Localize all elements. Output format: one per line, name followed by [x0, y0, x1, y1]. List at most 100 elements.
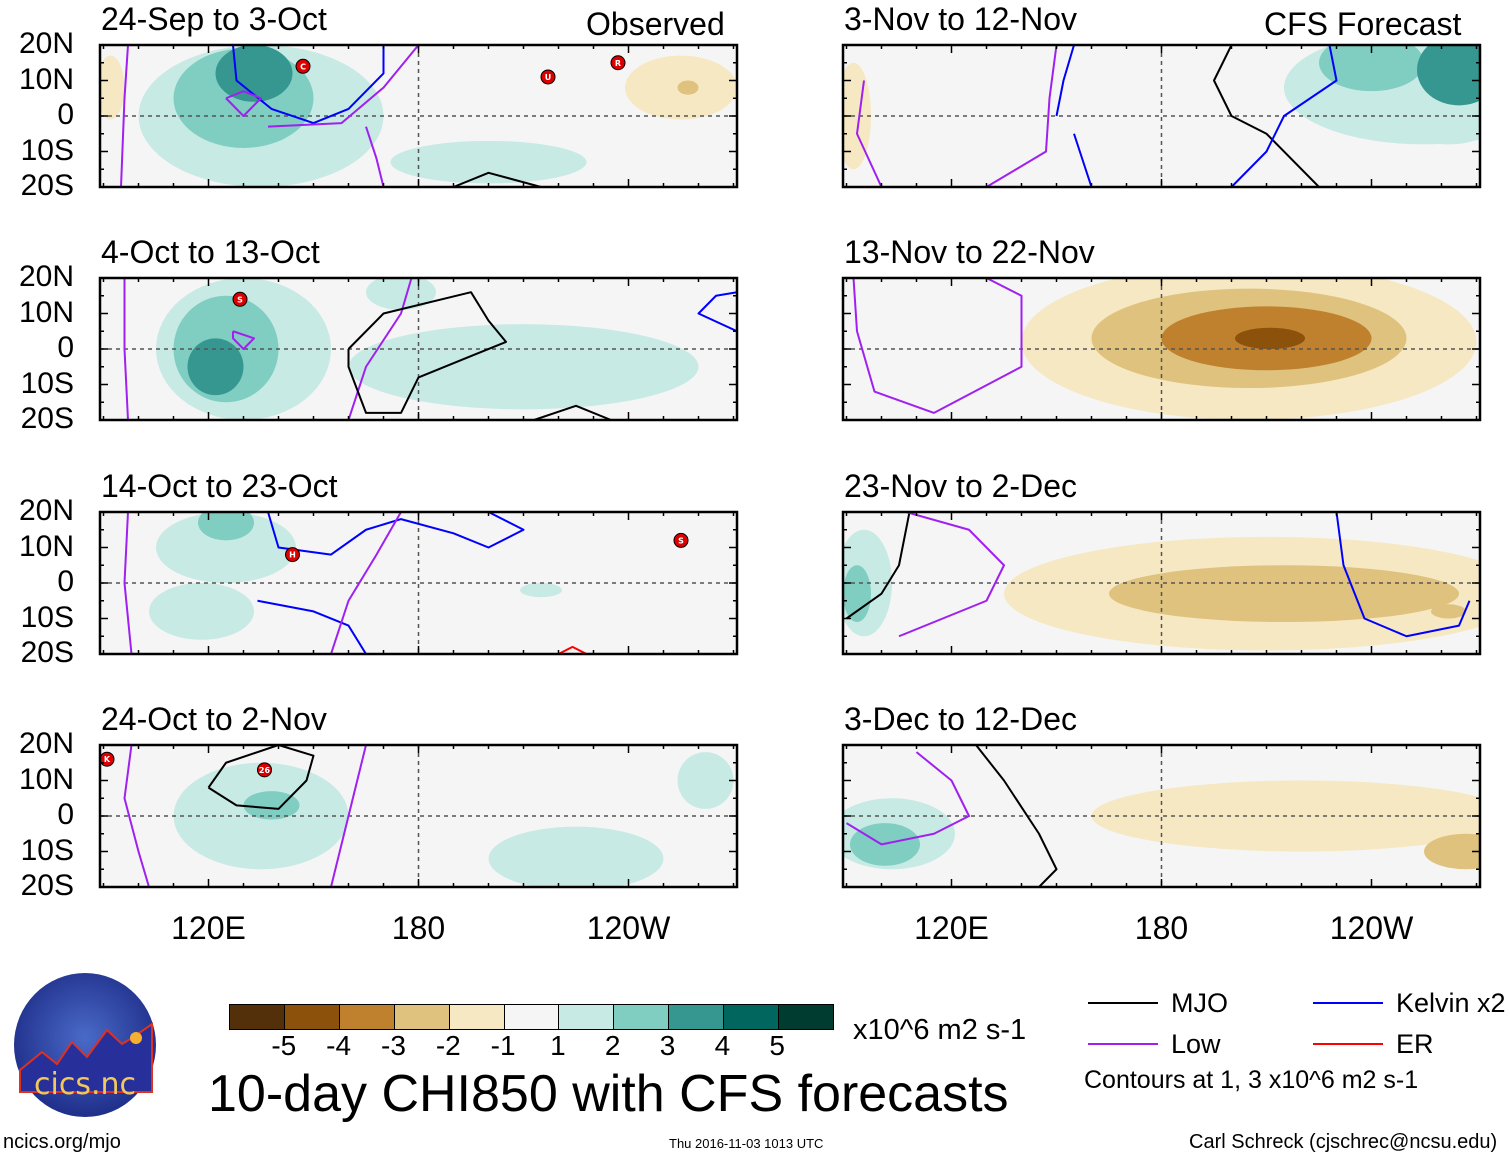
contour-line [845, 751, 970, 846]
anomaly-region [366, 278, 436, 310]
tropical-cyclone-icon: U [540, 69, 556, 85]
anomaly-region [149, 583, 254, 640]
panel-title: 3-Nov to 12-Nov [844, 1, 1077, 37]
legend-line [1088, 1043, 1158, 1045]
contour-line [453, 171, 542, 187]
contour-line [856, 80, 883, 187]
colorbar-tick-label: -4 [326, 1030, 352, 1061]
lat-tick-label: 0 [57, 98, 74, 131]
tropical-cyclone-icon: 26 [257, 762, 272, 778]
storm-label: C [300, 62, 306, 71]
legend-line [1313, 1043, 1383, 1045]
panel-title: 23-Nov to 2-Dec [844, 468, 1077, 504]
colorbar-swatch [504, 1005, 560, 1029]
colorbar-swatch [284, 1005, 340, 1029]
contour-line [232, 45, 385, 125]
colorbar-tick-label: -5 [271, 1030, 297, 1061]
anomaly-region [1424, 833, 1480, 870]
lat-tick-label: 0 [57, 331, 74, 364]
panel-title: 24-Sep to 3-Oct [101, 1, 327, 37]
contour-line [123, 512, 133, 654]
anomaly-region [1417, 45, 1480, 106]
contour-line [330, 745, 367, 887]
contour-line [347, 278, 413, 420]
colorbar-tick-label: 3 [659, 1030, 676, 1061]
colorbar-tick-label: 4 [714, 1030, 731, 1061]
map-panel [841, 43, 1482, 189]
lat-tick-label: 20N [18, 260, 74, 293]
lat-tick-label: 20S [20, 402, 74, 435]
contour-line [1055, 45, 1075, 117]
figure-title: 10-day CHI850 with CFS forecasts [208, 1065, 1009, 1123]
lat-tick-label: 20N [18, 494, 74, 527]
lat-tick-label: 20S [20, 169, 74, 202]
contour-line [330, 512, 402, 654]
anomaly-region [390, 140, 587, 184]
anomaly-region [1109, 565, 1459, 623]
lat-tick-label: 10N [18, 529, 74, 563]
contour-line [365, 126, 385, 187]
anomaly-region [243, 791, 300, 820]
contour-line [845, 512, 911, 620]
colorbar-tick-label: 5 [769, 1030, 785, 1061]
lat-tick-label: 10N [18, 762, 74, 796]
panel-title: 3-Dec to 12-Dec [844, 701, 1077, 737]
lon-tick-label: 180 [391, 910, 446, 946]
storm-label: S [237, 295, 243, 304]
lat-tick-label: 0 [57, 798, 74, 831]
lat-tick-label: 20S [20, 636, 74, 669]
panel-title: 4-Oct to 13-Oct [101, 234, 320, 270]
contour-line [975, 745, 1058, 887]
colorbar-tick-label: 1 [550, 1030, 566, 1061]
colorbar-tick-label: -3 [381, 1030, 406, 1061]
tropical-cyclone-icon: S [232, 291, 248, 307]
contour-line [1073, 133, 1093, 187]
contour-line [1213, 45, 1320, 187]
colorbar-swatch [779, 1005, 833, 1029]
column-header-observed: Observed [586, 6, 725, 42]
anomaly-region [215, 45, 293, 102]
lat-tick-label: 10N [18, 295, 74, 329]
lat-tick-label: 10S [20, 133, 74, 167]
column-header-forecast: CFS Forecast [1264, 6, 1462, 42]
map-panel: HS [98, 510, 739, 656]
anomaly-region [1235, 327, 1305, 349]
map-panel [841, 510, 1482, 656]
storm-label: K [104, 755, 111, 764]
contour-line [985, 45, 1058, 187]
contour-line [1230, 45, 1338, 187]
contour-line [123, 745, 150, 887]
colorbar-swatch [669, 1005, 725, 1029]
storm-label: U [545, 73, 552, 82]
contour-line [207, 745, 315, 810]
lat-tick-label: 10N [18, 62, 74, 96]
anomaly-region [198, 512, 254, 541]
anomaly-region [1431, 604, 1466, 619]
contour-line [1335, 512, 1471, 638]
storm-label: H [289, 551, 296, 560]
tropical-cyclone-icon: H [285, 547, 300, 563]
contour-line [225, 90, 262, 117]
map-panel [841, 276, 1482, 422]
colorbar-swatch [339, 1005, 395, 1029]
contour-line [232, 330, 255, 350]
legend-label: MJO [1171, 988, 1228, 1018]
legend-line [1088, 1002, 1158, 1004]
anomaly-region [677, 752, 734, 809]
anomaly-region [1319, 45, 1424, 92]
colorbar-swatch [614, 1005, 670, 1029]
legend-label: ER [1396, 1029, 1434, 1059]
tropical-cyclone-icon: S [673, 532, 689, 548]
lat-tick-label: 20N [18, 727, 74, 760]
storm-label: R [615, 59, 621, 68]
colorbar-tick-label: -2 [435, 1030, 461, 1061]
colorbar-tick-label: -1 [490, 1030, 516, 1061]
colorbar-swatch [449, 1005, 505, 1029]
lon-tick-label: 120E [914, 910, 989, 946]
contour-line [347, 291, 507, 414]
site-link[interactable]: ncics.org/mjo [3, 1131, 121, 1153]
colorbar [229, 1004, 834, 1030]
contour-line [120, 45, 129, 187]
lon-tick-label: 120E [171, 910, 246, 946]
